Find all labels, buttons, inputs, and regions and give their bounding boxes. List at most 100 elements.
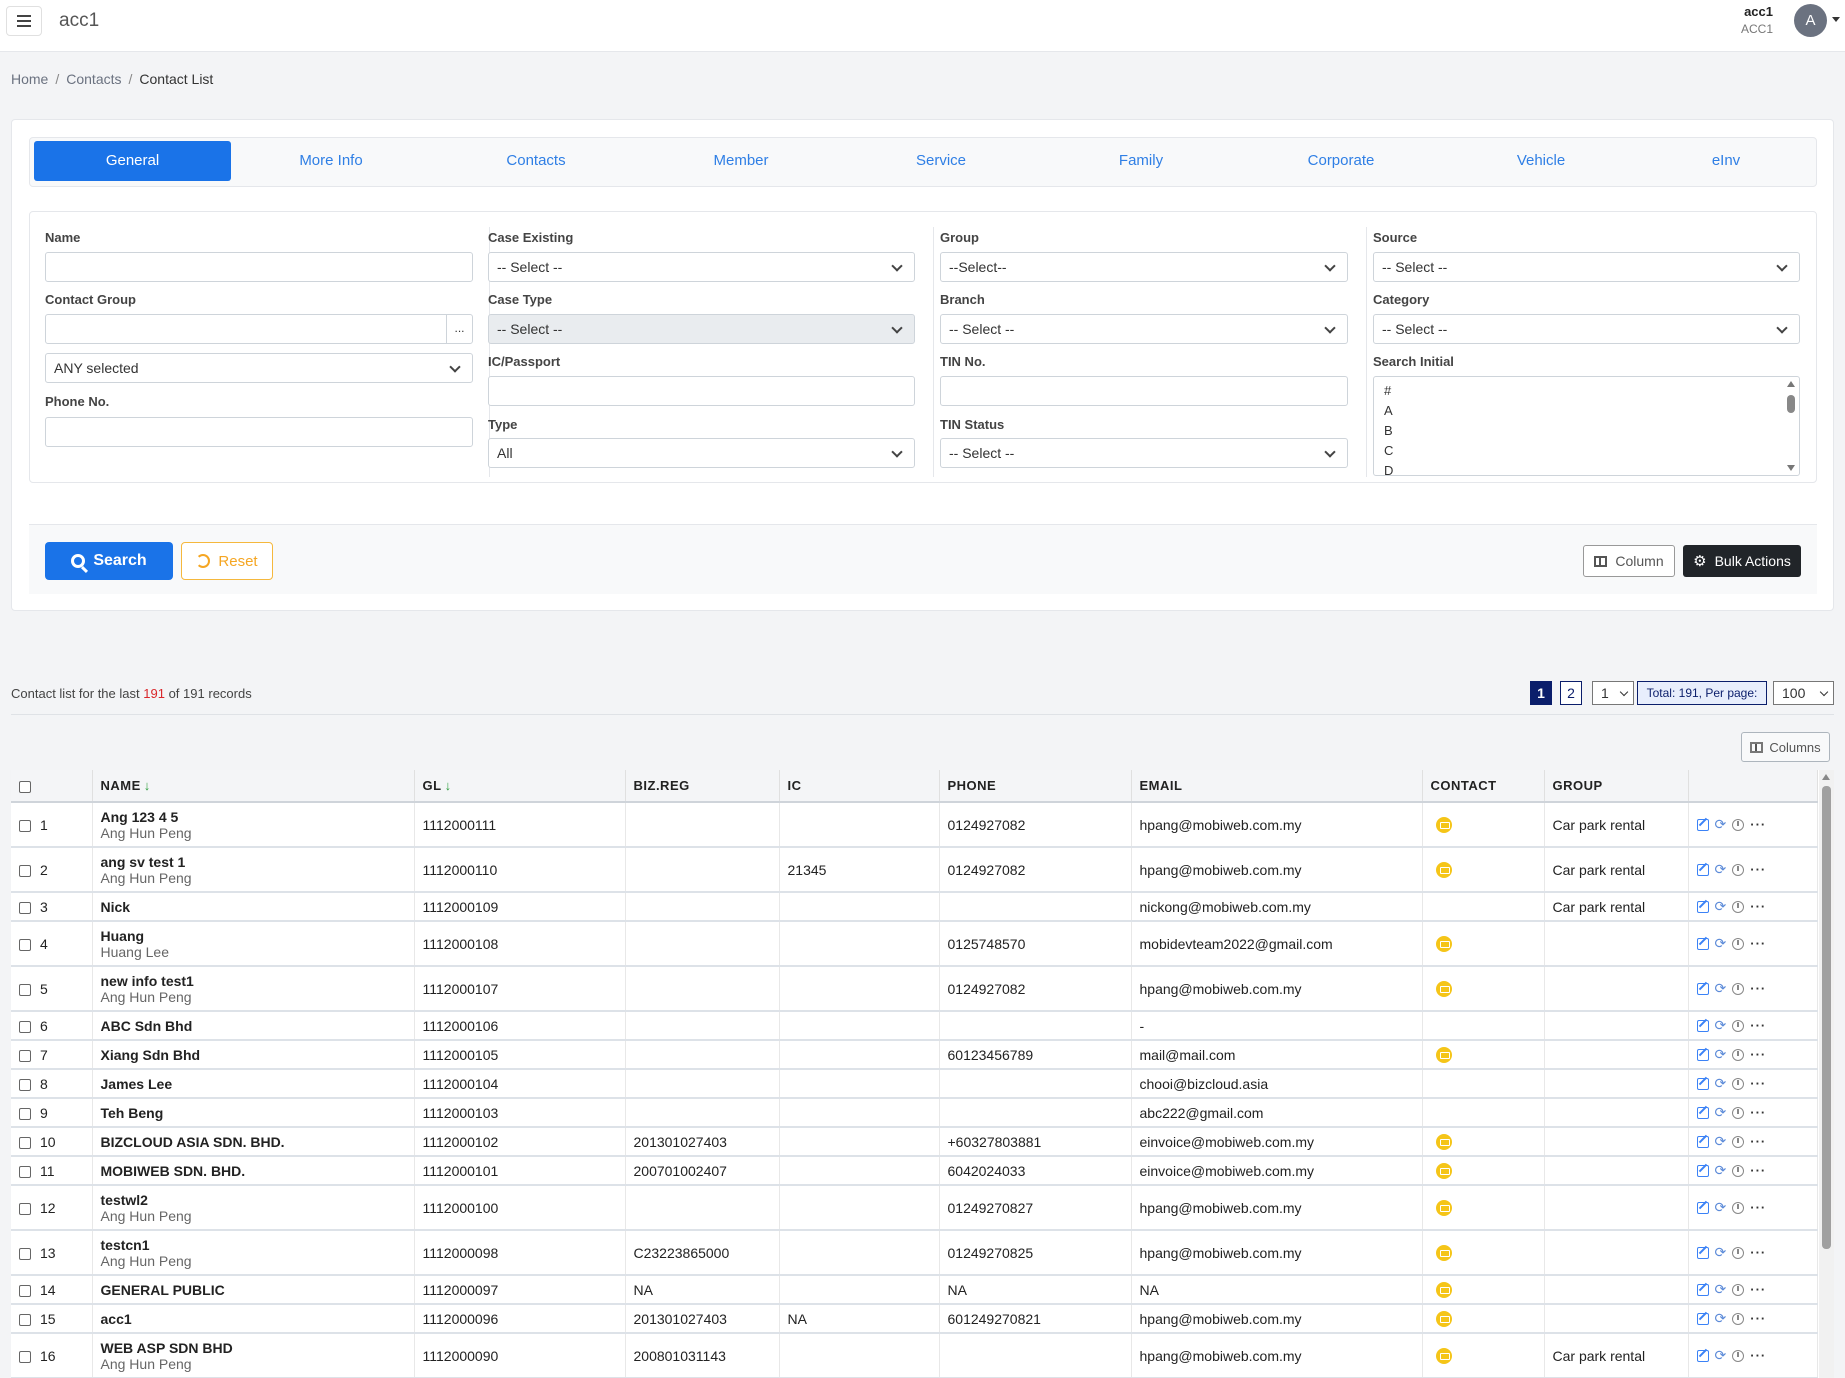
table-row[interactable]: 15 acc1 1112000096 201301027403 NA 6012492708… <box>11 1304 1818 1334</box>
columns-toggle-button[interactable]: Columns <box>1741 732 1830 762</box>
tab-general[interactable]: General <box>34 141 231 181</box>
more-icon[interactable]: ··· <box>1750 1134 1767 1150</box>
type-select[interactable]: All <box>488 438 915 468</box>
history-icon[interactable] <box>1732 1077 1745 1090</box>
history-icon[interactable] <box>1732 982 1745 995</box>
per-page-select[interactable]: 100 <box>1773 681 1834 705</box>
mail-icon[interactable] <box>1435 1163 1452 1180</box>
mail-icon[interactable] <box>1435 1311 1452 1328</box>
history-icon[interactable] <box>1732 1135 1745 1148</box>
table-row[interactable]: 10 BIZCLOUD ASIA SDN. BHD. 1112000102 20130… <box>11 1127 1818 1157</box>
sync-icon[interactable]: ⟳ <box>1714 1244 1727 1261</box>
contact-group-picker-button[interactable]: ... <box>446 314 473 344</box>
edit-icon[interactable] <box>1696 937 1709 950</box>
initial-option[interactable]: # <box>1384 383 1392 398</box>
phone-input[interactable] <box>45 417 473 447</box>
history-icon[interactable] <box>1732 863 1745 876</box>
edit-icon[interactable] <box>1696 818 1709 831</box>
sync-icon[interactable]: ⟳ <box>1714 1310 1727 1327</box>
history-icon[interactable] <box>1732 937 1745 950</box>
column-header-phone[interactable]: PHONE <box>939 770 1132 803</box>
mail-icon[interactable] <box>1435 936 1452 953</box>
table-row[interactable]: 3 Nick 1112000109 nickong@mobiweb.com.my Car… <box>11 892 1818 922</box>
sync-icon[interactable]: ⟳ <box>1714 1281 1727 1298</box>
tab-einv[interactable]: eInv <box>1711 152 1741 169</box>
edit-icon[interactable] <box>1696 1106 1709 1119</box>
breadcrumb-contacts[interactable]: Contacts <box>66 71 122 87</box>
reset-button[interactable]: Reset <box>181 542 273 580</box>
column-header-group[interactable]: GROUP <box>1544 770 1689 803</box>
history-icon[interactable] <box>1732 1283 1745 1296</box>
history-icon[interactable] <box>1732 1106 1745 1119</box>
row-checkbox[interactable] <box>19 1049 31 1062</box>
mail-icon[interactable] <box>1435 1245 1452 1262</box>
breadcrumb-home[interactable]: Home <box>11 71 49 87</box>
sync-icon[interactable]: ⟳ <box>1714 898 1727 915</box>
edit-icon[interactable] <box>1696 863 1709 876</box>
edit-icon[interactable] <box>1696 1201 1709 1214</box>
row-checkbox[interactable] <box>19 864 31 877</box>
sync-icon[interactable]: ⟳ <box>1714 935 1727 952</box>
mail-icon[interactable] <box>1435 1348 1452 1365</box>
name-input[interactable] <box>45 252 473 282</box>
mail-icon[interactable] <box>1435 817 1452 834</box>
edit-icon[interactable] <box>1696 1312 1709 1325</box>
scroll-up-icon[interactable] <box>1822 774 1830 780</box>
contact-name[interactable]: testwl2 <box>100 1191 148 1208</box>
more-icon[interactable]: ··· <box>1750 862 1767 878</box>
initial-option[interactable]: A <box>1384 403 1393 418</box>
table-row[interactable]: 8 James Lee 1112000104 chooi@bizcloud.asia ⟳… <box>11 1069 1818 1099</box>
contact-name[interactable]: ang sv test 1 <box>100 853 186 870</box>
contact-name[interactable]: ABC Sdn Bhd <box>100 1017 193 1034</box>
contact-name[interactable]: BIZCLOUD ASIA SDN. BHD. <box>100 1133 285 1150</box>
history-icon[interactable] <box>1732 818 1745 831</box>
history-icon[interactable] <box>1732 1246 1745 1259</box>
edit-icon[interactable] <box>1696 1283 1709 1296</box>
scrollbar-thumb[interactable] <box>1822 786 1831 1249</box>
column-header-email[interactable]: EMAIL <box>1131 770 1423 803</box>
row-checkbox[interactable] <box>19 1107 31 1120</box>
case-type-select[interactable]: -- Select -- <box>488 314 915 344</box>
history-icon[interactable] <box>1732 1048 1745 1061</box>
contact-name[interactable]: Huang <box>100 927 145 944</box>
contact-name[interactable]: Ang 123 4 5 <box>100 808 179 825</box>
row-checkbox[interactable] <box>19 1020 31 1033</box>
contact-name[interactable]: Teh Beng <box>100 1104 164 1121</box>
edit-icon[interactable] <box>1696 1077 1709 1090</box>
table-row[interactable]: 5 new info test1 Ang Hun Peng 1112000107 012… <box>11 966 1818 1012</box>
caret-down-icon[interactable] <box>1832 17 1840 22</box>
search-initial-list[interactable]: # A B C D <box>1373 376 1800 476</box>
table-row[interactable]: 6 ABC Sdn Bhd 1112000106 - ⟳ ··· <box>11 1011 1818 1041</box>
contact-name[interactable]: Nick <box>100 898 131 915</box>
contact-name[interactable]: testcn1 <box>100 1236 150 1253</box>
contact-name[interactable]: Xiang Sdn Bhd <box>100 1046 201 1063</box>
source-select[interactable]: -- Select -- <box>1373 252 1800 282</box>
tab-corporate[interactable]: Corporate <box>1307 152 1375 169</box>
more-icon[interactable]: ··· <box>1750 1018 1767 1034</box>
more-icon[interactable]: ··· <box>1750 1311 1767 1327</box>
more-icon[interactable]: ··· <box>1750 1200 1767 1216</box>
any-selected-dropdown[interactable]: ANY selected <box>45 353 473 383</box>
sync-icon[interactable]: ⟳ <box>1714 816 1727 833</box>
column-header-gl[interactable]: GL ↓ <box>414 770 626 803</box>
more-icon[interactable]: ··· <box>1750 981 1767 997</box>
sync-icon[interactable]: ⟳ <box>1714 1104 1727 1121</box>
history-icon[interactable] <box>1732 1164 1745 1177</box>
sync-icon[interactable]: ⟳ <box>1714 1347 1727 1364</box>
initial-option[interactable]: C <box>1384 443 1394 458</box>
more-icon[interactable]: ··· <box>1750 1348 1767 1364</box>
table-row[interactable]: 7 Xiang Sdn Bhd 1112000105 60123456789 mail@… <box>11 1040 1818 1070</box>
sync-icon[interactable]: ⟳ <box>1714 1046 1727 1063</box>
history-icon[interactable] <box>1732 1312 1745 1325</box>
contact-name[interactable]: MOBIWEB SDN. BHD. <box>100 1162 246 1179</box>
sync-icon[interactable]: ⟳ <box>1714 980 1727 997</box>
sync-icon[interactable]: ⟳ <box>1714 1133 1727 1150</box>
sync-icon[interactable]: ⟳ <box>1714 1162 1727 1179</box>
contact-name[interactable]: new info test1 <box>100 972 194 989</box>
row-checkbox[interactable] <box>19 1202 31 1215</box>
row-checkbox[interactable] <box>19 1165 31 1178</box>
initial-option[interactable]: D <box>1384 463 1394 476</box>
scroll-up-icon[interactable] <box>1787 381 1795 387</box>
contact-name[interactable]: acc1 <box>100 1310 132 1327</box>
search-button[interactable]: Search <box>45 542 173 580</box>
